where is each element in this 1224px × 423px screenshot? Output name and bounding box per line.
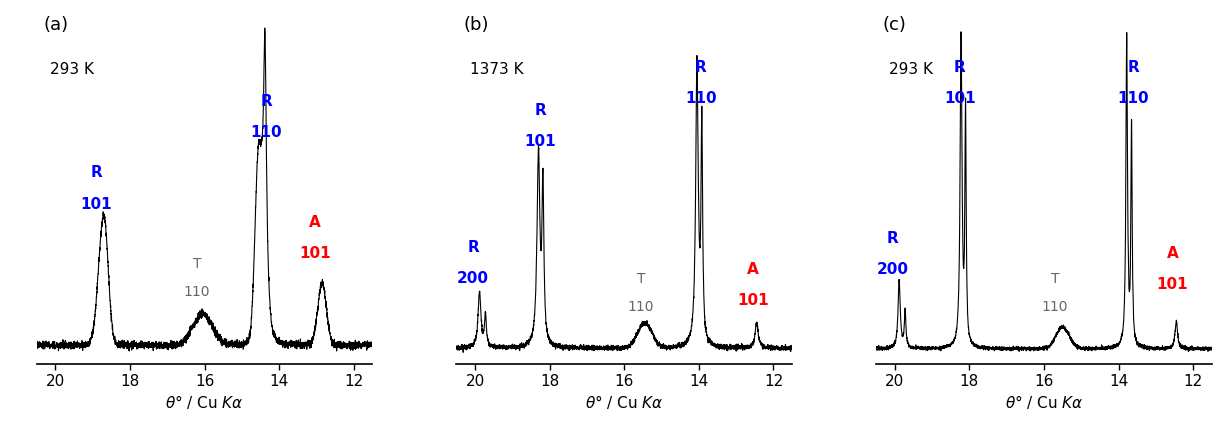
Text: A: A <box>308 215 321 230</box>
Text: 101: 101 <box>944 91 976 106</box>
Text: 293 K: 293 K <box>50 62 94 77</box>
X-axis label: $\theta$° / Cu $K\alpha$: $\theta$° / Cu $K\alpha$ <box>165 393 244 411</box>
Text: 101: 101 <box>299 246 330 261</box>
Text: 110: 110 <box>1042 300 1069 314</box>
Text: R: R <box>953 60 966 75</box>
Text: 110: 110 <box>685 91 716 106</box>
Text: 110: 110 <box>184 285 211 299</box>
Text: 200: 200 <box>457 271 490 286</box>
Text: A: A <box>1166 246 1179 261</box>
Text: 110: 110 <box>1118 91 1149 106</box>
Text: R: R <box>468 240 479 255</box>
Text: 110: 110 <box>251 125 282 140</box>
Text: 293 K: 293 K <box>890 62 934 77</box>
Text: A: A <box>747 262 759 277</box>
Text: R: R <box>695 60 706 75</box>
Text: T: T <box>1051 272 1059 286</box>
X-axis label: $\theta$° / Cu $K\alpha$: $\theta$° / Cu $K\alpha$ <box>1005 393 1083 411</box>
Text: (c): (c) <box>883 16 907 34</box>
Text: 110: 110 <box>628 300 655 314</box>
Text: (b): (b) <box>463 16 488 34</box>
Text: 101: 101 <box>81 197 113 212</box>
Text: R: R <box>887 231 898 246</box>
Text: R: R <box>261 94 272 109</box>
Text: 101: 101 <box>1157 277 1189 292</box>
Text: 101: 101 <box>525 135 556 149</box>
Text: 101: 101 <box>737 293 769 308</box>
Text: R: R <box>91 165 103 181</box>
Text: R: R <box>1127 60 1140 75</box>
Text: R: R <box>535 103 546 118</box>
X-axis label: $\theta$° / Cu $K\alpha$: $\theta$° / Cu $K\alpha$ <box>585 393 663 411</box>
Text: T: T <box>193 257 202 271</box>
Text: 200: 200 <box>876 262 909 277</box>
Text: T: T <box>636 272 645 286</box>
Text: 1373 K: 1373 K <box>470 62 524 77</box>
Text: (a): (a) <box>43 16 69 34</box>
